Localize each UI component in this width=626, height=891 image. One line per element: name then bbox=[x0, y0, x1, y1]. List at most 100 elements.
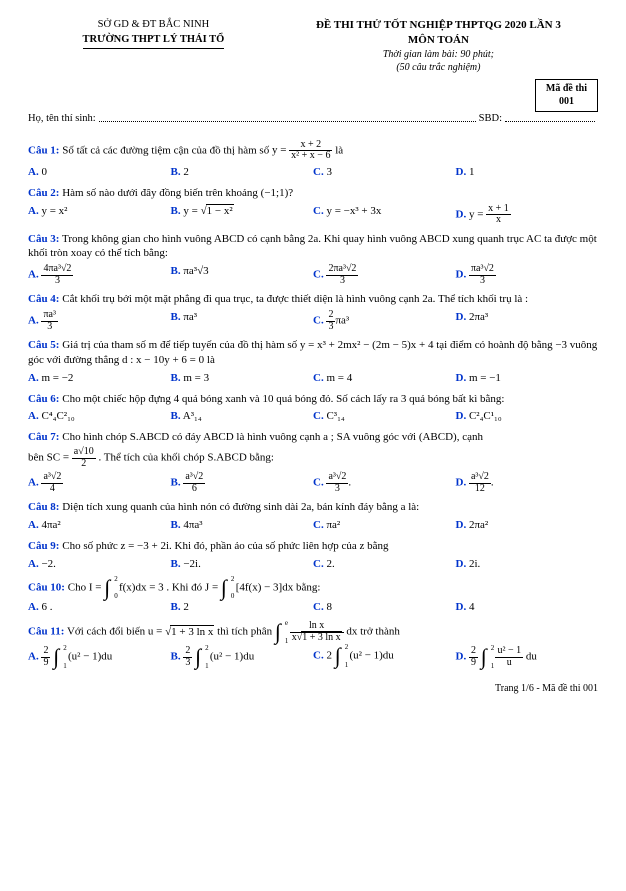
q8-choices: A. 4πa² B. 4πa³ C. πa² D. 2πa² bbox=[28, 518, 598, 533]
sbd-dots bbox=[505, 112, 595, 122]
q11-text2: thì tích phân bbox=[217, 626, 275, 638]
q3-label: Câu 3: bbox=[28, 233, 59, 245]
q9-A: A. −2. bbox=[28, 557, 171, 572]
q8-label: Câu 8: bbox=[28, 501, 59, 513]
q11-text3: dx trở thành bbox=[346, 626, 399, 638]
question-7-line2: bên SC = a√102 . Thể tích của khối chóp … bbox=[28, 447, 598, 469]
q2-A: A. y = x² bbox=[28, 204, 171, 226]
header: SỞ GD & ĐT BẮC NINH TRƯỜNG THPT LÝ THÁI … bbox=[28, 18, 598, 75]
q4-C: C. 23πa³ bbox=[313, 310, 456, 332]
question-5: Câu 5: Giá trị của tham số m để tiếp tuy… bbox=[28, 338, 598, 368]
q10-A: A. 6 . bbox=[28, 600, 171, 615]
q4-choices: A. πa³3 B. πa³ C. 23πa³ D. 2πa³ bbox=[28, 310, 598, 332]
q7-C: C. a³√23. bbox=[313, 472, 456, 494]
q7-text1: Cho hình chóp S.ABCD có đáy ABCD là hình… bbox=[62, 431, 483, 443]
q8-B: B. 4πa³ bbox=[171, 518, 314, 533]
q5-A: A. m = −2 bbox=[28, 371, 171, 386]
q3-C: C. 2πa³√23 bbox=[313, 264, 456, 286]
q7-B: B. a³√26 bbox=[171, 472, 314, 494]
q6-B: B. A³₁₄ bbox=[171, 409, 314, 424]
q10-D: D. 4 bbox=[456, 600, 599, 615]
q1-label: Câu 1: bbox=[28, 144, 59, 156]
q6-label: Câu 6: bbox=[28, 393, 59, 405]
q10-text3: [4f(x) − 3]dx bằng: bbox=[236, 581, 321, 593]
exam-code-num: 001 bbox=[546, 95, 587, 109]
q2-C: C. y = −x³ + 3x bbox=[313, 204, 456, 226]
page-footer: Trang 1/6 - Mã đề thi 001 bbox=[28, 682, 598, 696]
q11-label: Câu 11: bbox=[28, 626, 64, 638]
title-line2: MÔN TOÁN bbox=[279, 33, 598, 48]
q11-text1: Với cách đổi biến u = bbox=[67, 626, 165, 638]
q1-C: C. 3 bbox=[313, 165, 456, 180]
q4-A: A. πa³3 bbox=[28, 310, 171, 332]
q9-text: Cho số phức z = −3 + 2i. Khi đó, phần ảo… bbox=[62, 540, 388, 552]
q10-text1: Cho I = bbox=[68, 581, 104, 593]
q4-label: Câu 4: bbox=[28, 293, 59, 305]
header-left: SỞ GD & ĐT BẮC NINH TRƯỜNG THPT LÝ THÁI … bbox=[28, 18, 279, 75]
q10-B: B. 2 bbox=[171, 600, 314, 615]
q5-B: B. m = 3 bbox=[171, 371, 314, 386]
question-9: Câu 9: Cho số phức z = −3 + 2i. Khi đó, … bbox=[28, 539, 598, 554]
question-6: Câu 6: Cho một chiếc hộp đựng 4 quả bóng… bbox=[28, 392, 598, 407]
q7-choices: A. a³√24 B. a³√26 C. a³√23. D. a³√212. bbox=[28, 472, 598, 494]
q7-D: D. a³√212. bbox=[456, 472, 599, 494]
question-8: Câu 8: Diện tích xung quanh của hình nón… bbox=[28, 500, 598, 515]
q11-D: D. 29 ∫21 u² − 1u du bbox=[456, 646, 599, 668]
q11-A: A. 29 ∫21 (u² − 1)du bbox=[28, 646, 171, 668]
question-10: Câu 10: Cho I = ∫20 f(x)dx = 3 . Khi đó … bbox=[28, 578, 598, 598]
q3-text: Trong không gian cho hình vuông ABCD có … bbox=[28, 233, 597, 260]
q8-A: A. 4πa² bbox=[28, 518, 171, 533]
name-label: Họ, tên thí sinh: bbox=[28, 112, 96, 126]
q4-B: B. πa³ bbox=[171, 310, 314, 332]
q6-choices: A. C⁴₄C²₁₀ B. A³₁₄ C. C³₁₄ D. C²₄C¹₁₀ bbox=[28, 409, 598, 424]
candidate-info: Họ, tên thí sinh: SBD: bbox=[28, 112, 598, 126]
q10-C: C. 8 bbox=[313, 600, 456, 615]
q6-D: D. C²₄C¹₁₀ bbox=[456, 409, 599, 424]
q5-text: Giá trị của tham số m để tiếp tuyến của … bbox=[28, 339, 597, 366]
q4-D: D. 2πa³ bbox=[456, 310, 599, 332]
org-line1: SỞ GD & ĐT BẮC NINH bbox=[28, 18, 279, 32]
q2-label: Câu 2: bbox=[28, 187, 59, 199]
q11-C: C. 2 ∫21 (u² − 1)du bbox=[313, 646, 456, 668]
q1-text1: Số tất cả các đường tiệm cận của đồ thị … bbox=[62, 144, 272, 156]
q8-C: C. πa² bbox=[313, 518, 456, 533]
q3-D: D. πa³√23 bbox=[456, 264, 599, 286]
q9-label: Câu 9: bbox=[28, 540, 59, 552]
q3-A: A. 4πa³√23 bbox=[28, 264, 171, 286]
q1-text2: là bbox=[335, 144, 343, 156]
header-right: ĐỀ THI THỬ TỐT NGHIỆP THPTQG 2020 LẦN 3 … bbox=[279, 18, 598, 75]
q5-C: C. m = 4 bbox=[313, 371, 456, 386]
question-7: Câu 7: Cho hình chóp S.ABCD có đáy ABCD … bbox=[28, 430, 598, 445]
exam-code-label: Mã đề thi bbox=[546, 82, 587, 96]
sbd-label: SBD: bbox=[479, 112, 502, 126]
org-line2: TRƯỜNG THPT LÝ THÁI TỔ bbox=[83, 33, 225, 49]
title-line4: (50 câu trắc nghiệm) bbox=[279, 61, 598, 75]
q9-choices: A. −2. B. −2i. C. 2. D. 2i. bbox=[28, 557, 598, 572]
q2-D: D. y = x + 1x bbox=[456, 204, 599, 226]
q3-choices: A. 4πa³√23 B. πa³√3 C. 2πa³√23 D. πa³√23 bbox=[28, 264, 598, 286]
q4-text: Cắt khối trụ bởi một mặt phẳng đi qua tr… bbox=[62, 293, 528, 305]
q1-choices: A. 0 B. 2 C. 3 D. 1 bbox=[28, 165, 598, 180]
q10-choices: A. 6 . B. 2 C. 8 D. 4 bbox=[28, 600, 598, 615]
question-3: Câu 3: Trong không gian cho hình vuông A… bbox=[28, 232, 598, 262]
question-11: Câu 11: Với cách đổi biến u = 1 + 3 ln x… bbox=[28, 621, 598, 643]
q2-text: Hàm số nào dưới đây đồng biến trên khoản… bbox=[62, 187, 293, 199]
question-2: Câu 2: Hàm số nào dưới đây đồng biến trê… bbox=[28, 186, 598, 201]
q1-B: B. 2 bbox=[171, 165, 314, 180]
q5-D: D. m = −1 bbox=[456, 371, 599, 386]
q6-A: A. C⁴₄C²₁₀ bbox=[28, 409, 171, 424]
q3-B: B. πa³√3 bbox=[171, 264, 314, 286]
q8-text: Diện tích xung quanh của hình nón có đườ… bbox=[62, 501, 419, 513]
q10-label: Câu 10: bbox=[28, 581, 65, 593]
q11-B: B. 23 ∫21 (u² − 1)du bbox=[171, 646, 314, 668]
title-line3: Thời gian làm bài: 90 phút; bbox=[279, 48, 598, 62]
q2-choices: A. y = x² B. y = 1 − x² C. y = −x³ + 3x … bbox=[28, 204, 598, 226]
q5-choices: A. m = −2 B. m = 3 C. m = 4 D. m = −1 bbox=[28, 371, 598, 386]
q6-text: Cho một chiếc hộp đựng 4 quả bóng xanh v… bbox=[62, 393, 504, 405]
question-4: Câu 4: Cắt khối trụ bởi một mặt phẳng đi… bbox=[28, 292, 598, 307]
q1-A: A. 0 bbox=[28, 165, 171, 180]
q2-B: B. y = 1 − x² bbox=[171, 204, 314, 226]
q1-formula: y = x + 2x² + x − 6 bbox=[272, 144, 333, 156]
q11-choices: A. 29 ∫21 (u² − 1)du B. 23 ∫21 (u² − 1)d… bbox=[28, 646, 598, 668]
q1-D: D. 1 bbox=[456, 165, 599, 180]
